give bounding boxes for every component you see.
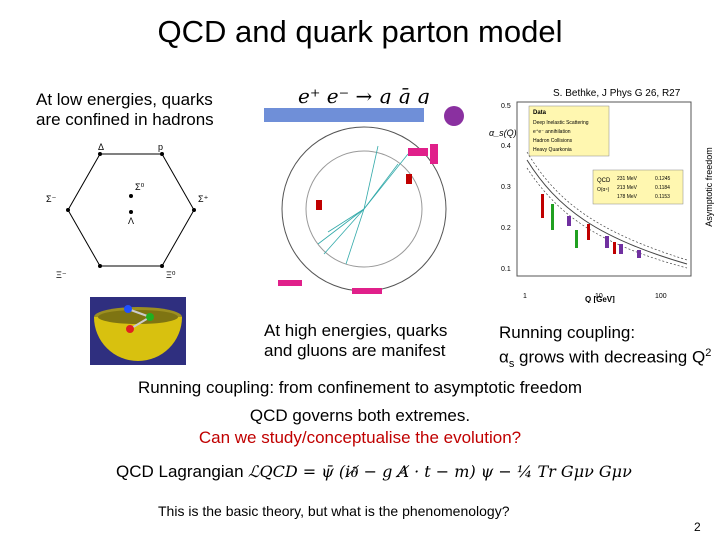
evolution-question: Can we study/conceptualise the evolution… — [198, 428, 522, 447]
y-tick-2: 0.3 — [501, 184, 511, 191]
legend-row-1: e⁺e⁻ annihilation — [533, 129, 571, 135]
y-tick-3: 0.2 — [501, 225, 511, 232]
y-tick-1: 0.4 — [501, 143, 511, 150]
low-energy-line-1: At low energies, quarks — [36, 90, 213, 109]
curve-2: 178 MeV — [617, 194, 638, 200]
footer-question: This is the basic theory, but what is th… — [158, 503, 510, 519]
event-display-image — [258, 104, 470, 304]
x-tick-2: 100 — [655, 293, 667, 300]
alpha-symbol: α — [499, 347, 509, 367]
running-line-2-text: grows with decreasing Q — [514, 347, 706, 367]
plot-y-label: α_s(Q) — [489, 128, 517, 138]
legend-row-3: Heavy Quarkonia — [533, 147, 572, 153]
low-energy-line-2: are confined in hadrons — [36, 110, 214, 129]
legend-row-0: Deep Inelastic Scattering — [533, 120, 589, 126]
low-energy-text: At low energies, quarks are confined in … — [36, 90, 214, 130]
running-line-2: αs grows with decreasing Q2 — [499, 343, 713, 374]
alpha-s-plot: α_s(Q) 0.5 0.4 0.3 0.2 0.1 1 10 100 Q [G… — [489, 101, 692, 303]
high-energy-line-2: and gluons are manifest — [264, 341, 446, 360]
curve-value-1: 0.1184 — [655, 185, 670, 191]
curve-1: 213 MeV — [617, 185, 638, 191]
legend-title: Data — [533, 110, 547, 116]
y-tick-0: 0.5 — [501, 103, 511, 110]
label-lambda: Λ — [128, 216, 134, 226]
label-sigma-zero: Σ⁰ — [135, 182, 145, 192]
y-tick-4: 0.1 — [501, 266, 511, 273]
label-xi-minus: Ξ⁻ — [56, 270, 67, 280]
curve-value-0: 0.1245 — [655, 176, 671, 182]
running-line-1: Running coupling: — [499, 323, 636, 342]
curve-0: 231 MeV — [617, 176, 638, 182]
high-energy-line-1: At high energies, quarks — [264, 321, 448, 340]
side-label-container: Asymptotic freedom — [700, 84, 714, 294]
qcd-label: QCD — [597, 178, 611, 184]
label-xi-zero: Ξ⁰ — [166, 270, 176, 280]
curve-value-2: 0.1153 — [655, 194, 670, 200]
legend-row-2: Hadron Collisions — [533, 138, 573, 144]
label-sigma-plus: Σ⁺ — [198, 194, 209, 204]
label-delta: Δ — [98, 142, 104, 152]
page-title: QCD and quark parton model — [157, 14, 563, 49]
section-heading: Running coupling: from confinement to as… — [137, 378, 583, 397]
lagrangian-formula: ℒQCD = ψ̄ (i∂̸ − g A̸ · t − m) ψ − ¼ Tr … — [248, 462, 632, 481]
label-p: p — [158, 142, 163, 152]
high-energy-text: At high energies, quarks and gluons are … — [264, 321, 447, 361]
lagrangian-label: QCD Lagrangian — [116, 462, 244, 481]
page-number: 2 — [694, 520, 701, 534]
q-squared-sup: 2 — [705, 347, 712, 359]
qcd-order: O(α⁴) — [597, 187, 610, 193]
x-tick-1: 10 — [595, 293, 603, 300]
plot-x-label: Q [GeV] — [585, 295, 615, 303]
baryon-octet-diagram: Δ p Σ⁻ Σ⁰ Λ Σ⁺ Ξ⁻ Ξ⁰ — [46, 142, 209, 280]
reference-citation: S. Bethke, J Phys G 26, R27 — [553, 88, 681, 99]
side-label: Asymptotic freedom — [704, 147, 714, 227]
quark-bag-image — [90, 297, 186, 365]
governs-text: QCD governs both extremes. — [249, 406, 471, 425]
running-coupling-text: Running coupling: αs grows with decreasi… — [499, 323, 713, 374]
label-sigma-minus: Σ⁻ — [46, 194, 57, 204]
alpha-subscript: s — [508, 358, 515, 371]
x-tick-0: 1 — [523, 293, 527, 300]
